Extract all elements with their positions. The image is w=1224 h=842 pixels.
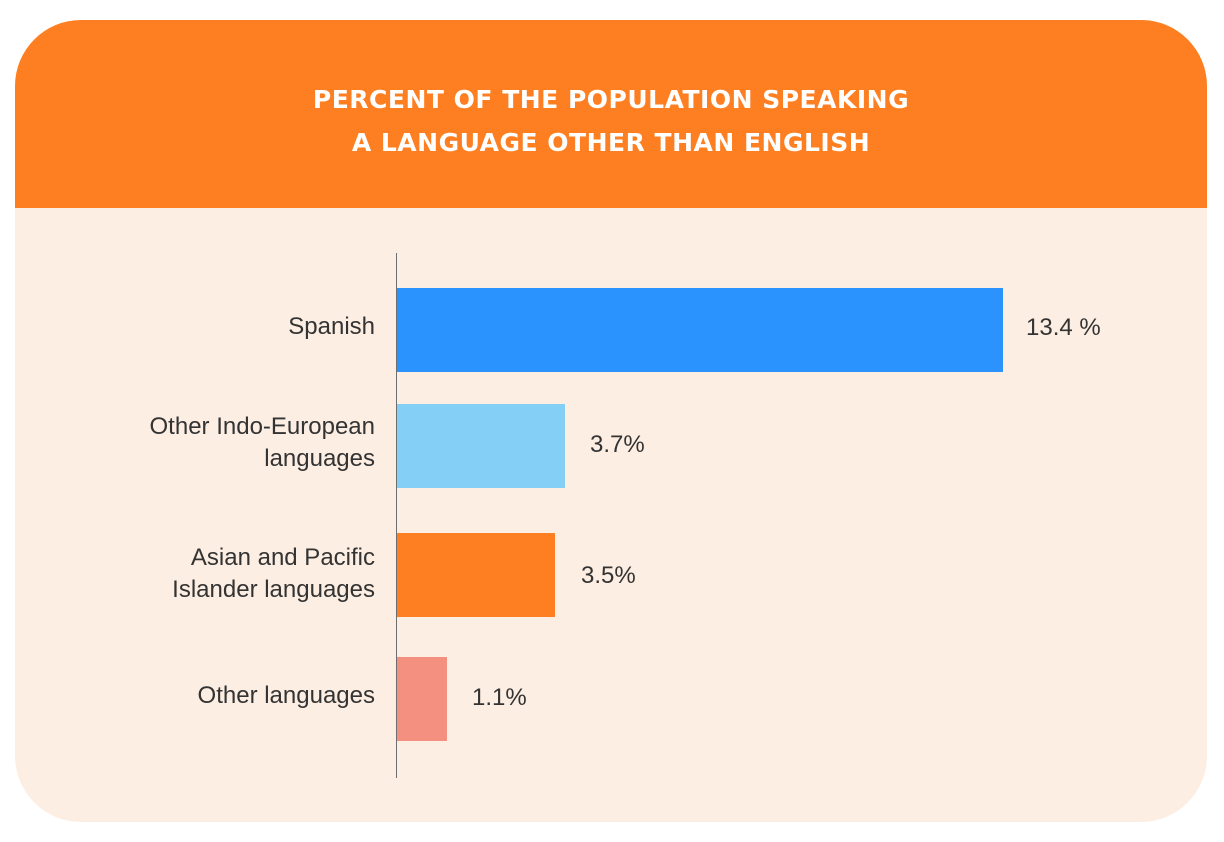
value-label-other: 1.1%: [472, 684, 527, 711]
value-label-spanish: 13.4 %: [1026, 314, 1101, 341]
y-axis-line: [396, 253, 397, 778]
chart-title-line-1: PERCENT OF THE POPULATION SPEAKING: [312, 85, 910, 114]
bar-other: [397, 657, 447, 741]
value-label-indo-european: 3.7%: [590, 431, 645, 458]
value-label-asian-pacific: 3.5%: [581, 562, 636, 589]
bar-spanish: [397, 288, 1003, 372]
chart-card: PERCENT OF THE POPULATION SPEAKING A LAN…: [15, 20, 1207, 822]
category-label-indo-european: Other Indo-European languages: [149, 413, 375, 472]
bar-indo-european: [397, 404, 565, 488]
chart-title: PERCENT OF THE POPULATION SPEAKING A LAN…: [15, 78, 1207, 164]
category-label-other: Other languages: [197, 682, 375, 709]
category-label-spanish: Spanish: [288, 313, 375, 340]
category-label-asian-pacific: Asian and Pacific Islander languages: [172, 544, 375, 603]
bar-asian-pacific: [397, 533, 555, 617]
chart-header: PERCENT OF THE POPULATION SPEAKING A LAN…: [15, 20, 1207, 208]
chart-title-line-2: A LANGUAGE OTHER THAN ENGLISH: [351, 128, 871, 157]
